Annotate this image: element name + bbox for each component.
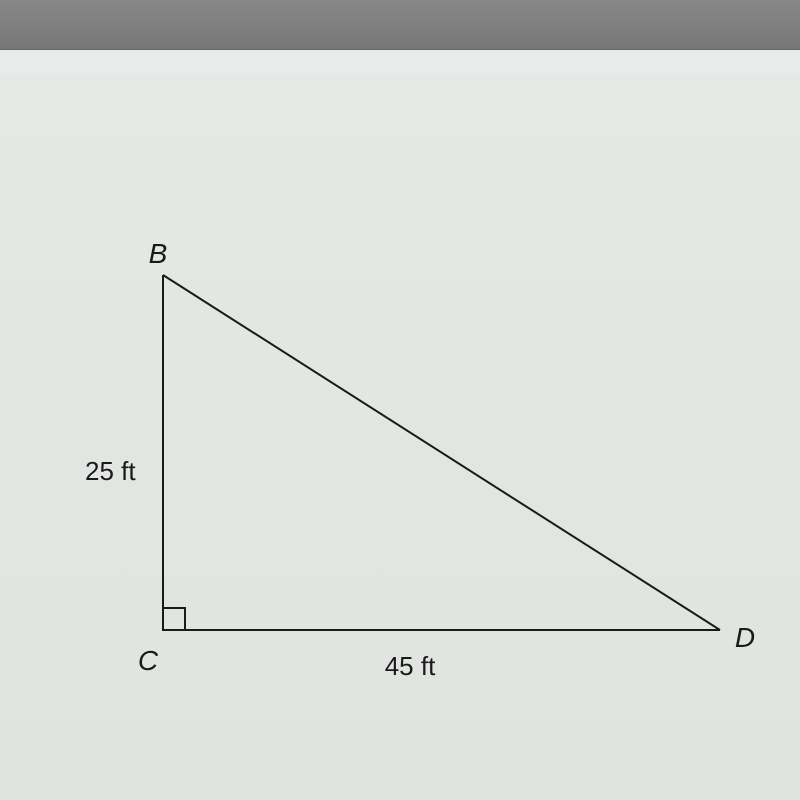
browser-chrome-bar (0, 0, 800, 50)
vertex-label-b: B (149, 238, 168, 269)
content-gap (0, 50, 800, 75)
edge-label-bc: 25 ft (85, 456, 136, 486)
vertex-label-d: D (735, 622, 755, 653)
edge-bd (163, 275, 720, 630)
content-area: B C D 25 ft 45 ft (0, 75, 800, 800)
triangle-diagram: B C D 25 ft 45 ft (0, 75, 800, 800)
right-angle-marker (163, 608, 185, 630)
vertex-label-c: C (138, 645, 159, 676)
edge-label-cd: 45 ft (385, 651, 436, 681)
